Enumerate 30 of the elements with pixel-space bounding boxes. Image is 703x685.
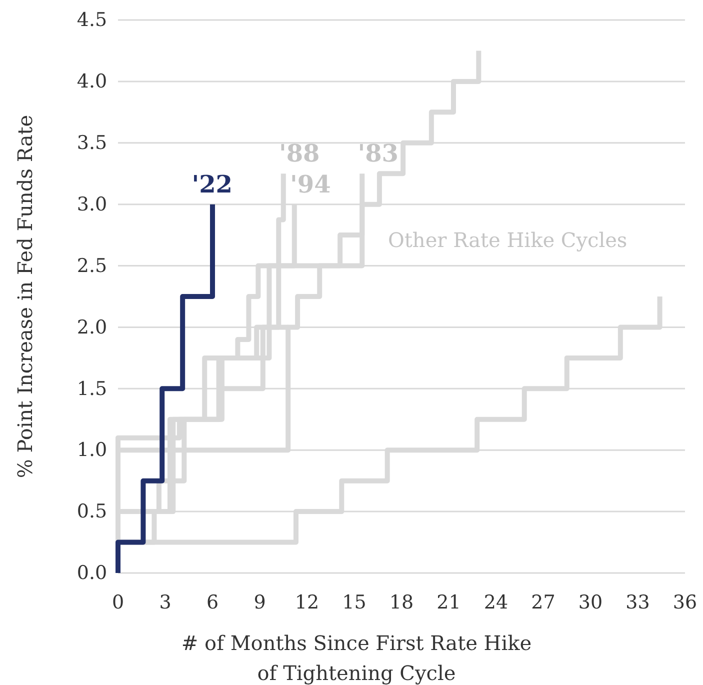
- x-tick-label: 12: [294, 591, 320, 614]
- y-tick-label: 1.0: [76, 439, 108, 462]
- annotation: Other Rate Hike Cycles: [388, 228, 628, 252]
- x-tick-label: 0: [112, 591, 124, 614]
- series-label: '88: [279, 138, 320, 168]
- x-tick-label: 30: [578, 591, 603, 614]
- series-label: '94: [290, 169, 331, 198]
- x-tick-label: 6: [206, 591, 219, 614]
- x-tick-label: 15: [342, 591, 366, 614]
- y-tick-label: 3.0: [76, 193, 108, 216]
- y-tick-label: 2.5: [76, 254, 108, 277]
- y-tick-label: 2.0: [76, 316, 108, 338]
- x-tick-label: 3: [159, 591, 172, 614]
- x-tick-label: 9: [254, 591, 266, 614]
- x-tick-label: 36: [672, 591, 698, 614]
- y-tick-label: 0.5: [76, 500, 108, 523]
- series-label: '22: [192, 169, 232, 198]
- series-label: '83: [358, 138, 398, 168]
- y-tick-label: 1.5: [76, 378, 108, 400]
- x-tick-label: 33: [626, 591, 650, 614]
- y-tick-label: 4.0: [76, 70, 108, 93]
- y-axis-title: % Point Increase in Fed Funds Rate: [13, 114, 37, 478]
- x-tick-label: 24: [484, 591, 508, 614]
- y-tick-label: 4.5: [76, 9, 108, 32]
- x-tick-label: 18: [389, 591, 414, 614]
- x-tick-label: 27: [531, 591, 556, 614]
- x-tick-label: 21: [436, 591, 461, 614]
- x-axis-title: # of Months Since First Rate Hike of Tightening Cycle: [181, 631, 532, 685]
- y-tick-label: 3.5: [76, 132, 108, 154]
- y-tick-label: 0.0: [76, 562, 108, 584]
